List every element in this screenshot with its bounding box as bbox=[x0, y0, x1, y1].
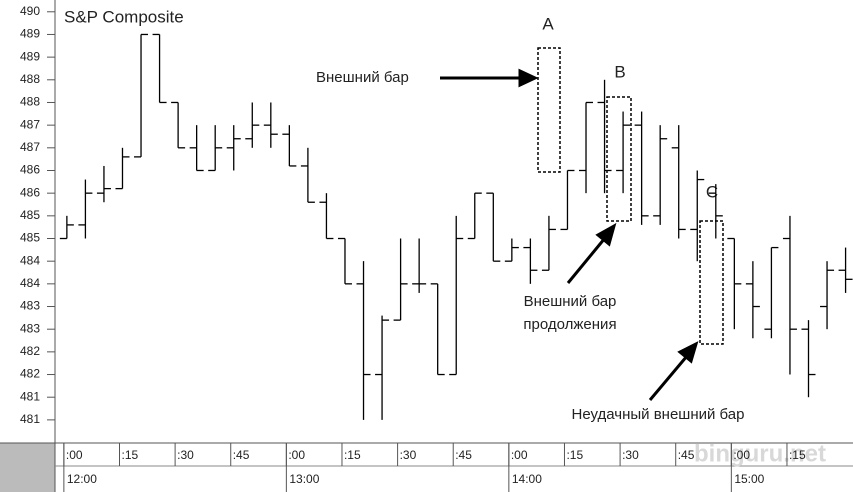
label-c: C bbox=[706, 182, 718, 201]
highlight-b bbox=[606, 96, 632, 222]
annotation: Неудачный внешний бар bbox=[572, 406, 745, 423]
x-tick-label: :00 bbox=[511, 448, 528, 462]
label-b: B bbox=[614, 62, 625, 81]
x-tick-label: :15 bbox=[566, 448, 583, 462]
x-tick-label: :15 bbox=[121, 448, 138, 462]
y-tick-label: 484 bbox=[20, 276, 40, 290]
y-tick-label: 482 bbox=[20, 367, 40, 381]
chart-title: S&P Composite bbox=[64, 7, 184, 26]
x-tick-label: :30 bbox=[177, 448, 194, 462]
label-a: A bbox=[542, 14, 554, 33]
y-tick-label: 487 bbox=[20, 117, 40, 131]
x-tick-label: :00 bbox=[66, 448, 83, 462]
y-tick-label: 481 bbox=[20, 412, 40, 426]
x-tick-label: :45 bbox=[678, 448, 695, 462]
y-tick-label: 489 bbox=[20, 27, 40, 41]
y-tick-label: 490 bbox=[20, 4, 40, 18]
x-tick-label: :45 bbox=[455, 448, 472, 462]
x-tick-label: :30 bbox=[400, 448, 417, 462]
y-tick-label: 485 bbox=[20, 231, 40, 245]
y-tick-label: 484 bbox=[20, 253, 40, 267]
y-tick-label: 486 bbox=[20, 185, 40, 199]
annotation: Внешний бар bbox=[316, 69, 409, 86]
x-tick-label: :45 bbox=[233, 448, 250, 462]
x-hour-label: 15:00 bbox=[734, 472, 764, 486]
y-tick-label: 486 bbox=[20, 163, 40, 177]
y-tick-label: 487 bbox=[20, 140, 40, 154]
x-tick-label: :15 bbox=[789, 448, 806, 462]
watermark: binguru.net bbox=[694, 440, 826, 467]
x-hour-label: 12:00 bbox=[67, 472, 97, 486]
x-tick-label: :00 bbox=[288, 448, 305, 462]
corner bbox=[0, 443, 55, 492]
x-hour-label: 14:00 bbox=[512, 472, 542, 486]
y-tick-label: 483 bbox=[20, 299, 40, 313]
x-tick-label: :00 bbox=[733, 448, 750, 462]
y-tick-label: 482 bbox=[20, 344, 40, 358]
x-tick-label: :15 bbox=[344, 448, 361, 462]
arrows bbox=[440, 68, 699, 401]
x-tick-label: :30 bbox=[622, 448, 639, 462]
x-hour-label: 13:00 bbox=[289, 472, 319, 486]
y-tick-label: 481 bbox=[20, 389, 40, 403]
y-tick-label: 489 bbox=[20, 49, 40, 63]
annotation: Внешний бар bbox=[524, 293, 617, 310]
y-tick-label: 485 bbox=[20, 208, 40, 222]
annotation: продолжения bbox=[523, 316, 616, 333]
y-tick-label: 488 bbox=[20, 95, 40, 109]
y-tick-label: 488 bbox=[20, 72, 40, 86]
highlight-c bbox=[699, 220, 724, 345]
highlight-a bbox=[537, 47, 561, 173]
y-tick-label: 483 bbox=[20, 321, 40, 335]
